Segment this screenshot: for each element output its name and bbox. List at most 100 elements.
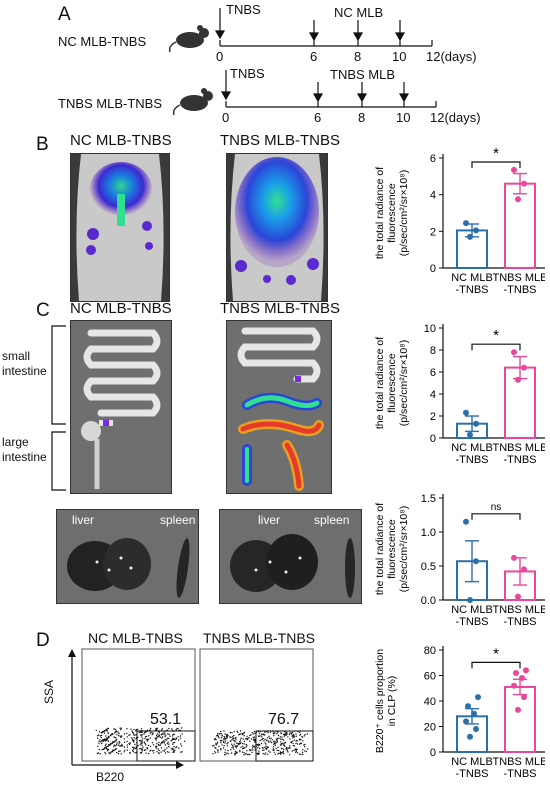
y-tick-label: 1.0 — [421, 527, 436, 539]
timeline-row2-tick: 8 — [358, 110, 366, 125]
data-point — [521, 180, 527, 187]
x-tick-label: NC MLB — [451, 272, 493, 284]
data-point — [473, 558, 479, 565]
x-tick-label: -TNBS — [456, 284, 489, 296]
x-tick-label: -TNBS — [504, 454, 537, 466]
x-tick-label: -TNBS — [504, 768, 537, 780]
timeline-row2-tick: 6 — [314, 110, 322, 125]
data-point — [513, 669, 519, 676]
timeline-row2-tick: 12(days) — [430, 110, 481, 125]
x-tick-label: NC MLB — [451, 442, 493, 454]
x-tick-label: -TNBS — [456, 616, 489, 628]
data-point — [511, 166, 517, 173]
large-intestine-label: large intestine — [2, 435, 47, 464]
group-title-nc: NC MLB-TNBS — [70, 300, 172, 317]
ivis-image-nc-mouse — [70, 153, 170, 302]
bar-chart-d: B220⁺ cells proportionin CLP (%) 0 20 40 60 8… — [374, 645, 545, 780]
data-point — [511, 682, 517, 689]
mouse-icon — [172, 88, 213, 116]
y-tick-label: 80 — [424, 645, 436, 657]
flow-y-axis-label: SSA — [42, 679, 56, 704]
bar-chart-c-organs: the total radiance offluorescence(p/sec/… — [374, 493, 545, 628]
y-tick-label: 0.0 — [421, 595, 436, 607]
timeline-row1-label: NC MLB-TNBS — [58, 34, 147, 49]
data-point — [511, 554, 517, 561]
timeline-row2-label: TNBS MLB-TNBS — [58, 96, 163, 111]
x-tick-label: NC MLB — [451, 756, 493, 768]
y-axis-label: the total radiance offluorescence(p/sec/… — [374, 503, 410, 595]
timeline-row1-tick: 0 — [216, 49, 224, 64]
data-point — [473, 726, 479, 733]
data-point — [475, 694, 481, 701]
timeline-row1-tick: 12(days) — [426, 49, 477, 64]
y-axis-label: the total radiance offluorescence(p/sec/… — [374, 167, 410, 259]
data-point — [467, 597, 473, 603]
panel-label-c: C — [36, 300, 50, 321]
data-point — [473, 227, 479, 234]
y-tick-label: 8 — [430, 345, 436, 357]
y-tick-label: 2 — [430, 411, 436, 423]
y-axis-label: the total radiance offluorescence(p/sec/… — [374, 337, 410, 429]
organ-label-spleen: spleen — [160, 513, 196, 527]
data-point — [521, 364, 527, 371]
significance-label: * — [493, 645, 499, 662]
data-point — [463, 220, 469, 227]
ivis-image-tnbs-mouse — [226, 153, 328, 302]
data-point — [467, 733, 473, 740]
y-tick-label: 2 — [430, 226, 436, 238]
y-tick-label: 40 — [424, 696, 436, 708]
timeline-row2-mlb: TNBS MLB — [330, 67, 396, 82]
data-point — [463, 718, 469, 725]
bar — [504, 182, 536, 270]
ivis-image-tnbs-organs — [219, 509, 362, 604]
data-point — [515, 196, 521, 203]
group-title-tnbs: TNBS MLB-TNBS — [220, 300, 341, 317]
y-tick-label: 10 — [424, 323, 436, 335]
x-tick-label: -TNBS — [504, 616, 537, 628]
y-axis-label: B220⁺ cells proportionin CLP (%) — [374, 649, 398, 753]
significance-bracket — [471, 343, 521, 351]
organ-label-liver: liver — [258, 513, 281, 527]
data-point — [473, 420, 479, 427]
y-tick-label: 60 — [424, 671, 436, 683]
y-tick-label: 4 — [430, 190, 436, 202]
y-tick-label: 6 — [430, 367, 436, 379]
significance-bracket — [471, 661, 521, 669]
y-tick-label: 1.5 — [421, 493, 436, 505]
timeline-row1-tick: 8 — [354, 49, 362, 64]
timeline-diagram — [168, 8, 437, 116]
y-tick-label: 4 — [430, 389, 436, 401]
ivis-image-nc-organs — [56, 509, 199, 604]
ivis-image-tnbs-intestine — [226, 320, 332, 494]
organ-label-spleen: spleen — [314, 513, 350, 527]
data-point — [467, 431, 473, 438]
x-tick-label: -TNBS — [504, 284, 537, 296]
significance-bracket — [471, 513, 521, 520]
intestine-brackets — [51, 325, 66, 491]
y-tick-label: 0 — [430, 747, 436, 759]
x-tick-label: TNBS MLB — [492, 442, 545, 454]
data-point — [521, 566, 527, 573]
flow-value-tnbs: 76.7 — [268, 711, 300, 728]
x-tick-label: -TNBS — [456, 454, 489, 466]
data-point — [515, 706, 521, 713]
x-tick-label: TNBS MLB — [492, 272, 545, 284]
flow-cytometry-plots — [68, 648, 314, 769]
timeline-row2-tick: 10 — [396, 110, 411, 125]
group-title-nc: NC MLB-TNBS — [70, 132, 172, 149]
flow-x-axis-label: B220 — [96, 770, 125, 784]
significance-label: * — [493, 327, 499, 344]
group-title-tnbs: TNBS MLB-TNBS — [220, 132, 341, 149]
timeline-row1-tick: 6 — [310, 49, 318, 64]
bar-chart-b: the total radiance offluorescence(p/sec/… — [374, 145, 545, 296]
x-tick-label: TNBS MLB — [492, 756, 545, 768]
y-tick-label: 0.5 — [421, 561, 436, 573]
x-tick-label: TNBS MLB — [492, 604, 545, 616]
y-tick-label: 0 — [430, 263, 436, 275]
data-point — [463, 409, 469, 416]
x-tick-label: -TNBS — [456, 768, 489, 780]
panel-label-b: B — [36, 134, 49, 155]
data-point — [511, 349, 517, 356]
significance-label: * — [493, 145, 499, 162]
data-point — [471, 710, 477, 717]
